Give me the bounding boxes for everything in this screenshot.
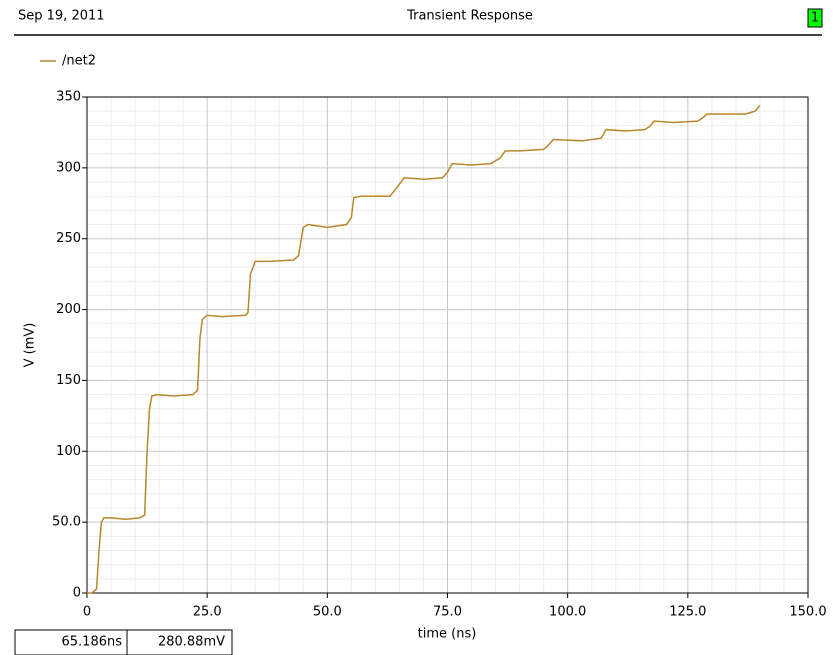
series-line [87, 105, 761, 594]
x-tick-label: 50.0 [313, 605, 342, 620]
x-tick-label: 0 [83, 605, 91, 620]
x-tick-label: 150.0 [789, 605, 826, 620]
y-tick-label: 250 [56, 231, 81, 246]
readout: 65.186ns [62, 635, 123, 650]
y-tick-label: 50.0 [52, 515, 81, 530]
x-tick-label: 25.0 [193, 605, 222, 620]
x-tick-label: 100.0 [549, 605, 586, 620]
y-tick-label: 350 [56, 90, 81, 105]
readout: 280.88mV [158, 635, 225, 650]
chart-title: Transient Response [406, 9, 533, 24]
badge-box [807, 8, 823, 28]
readout-box [126, 629, 233, 655]
badge: 1 [811, 11, 819, 26]
y-tick-label: 200 [56, 302, 81, 317]
y-tick-label: 300 [56, 160, 81, 175]
plot-frame [86, 96, 809, 594]
y-tick-label: 0 [73, 586, 81, 601]
legend-label: /net2 [62, 54, 96, 69]
y-axis-label: V (mV) [23, 323, 38, 368]
x-tick-label: 125.0 [669, 605, 706, 620]
y-tick-label: 100 [56, 444, 81, 459]
date: Sep 19, 2011 [18, 9, 105, 24]
y-tick-label: 150 [56, 373, 81, 388]
readout-box [14, 629, 128, 655]
x-axis-label: time (ns) [418, 627, 477, 642]
x-tick-label: 75.0 [433, 605, 462, 620]
